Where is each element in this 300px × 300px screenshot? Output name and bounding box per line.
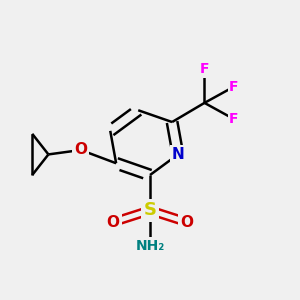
- Text: N: N: [172, 147, 184, 162]
- Text: O: O: [180, 214, 193, 230]
- Text: NH₂: NH₂: [135, 239, 165, 253]
- Text: F: F: [229, 80, 239, 94]
- Text: O: O: [107, 214, 120, 230]
- Text: F: F: [200, 62, 209, 76]
- Text: O: O: [74, 142, 87, 158]
- Text: F: F: [229, 112, 239, 126]
- Text: S: S: [143, 201, 157, 219]
